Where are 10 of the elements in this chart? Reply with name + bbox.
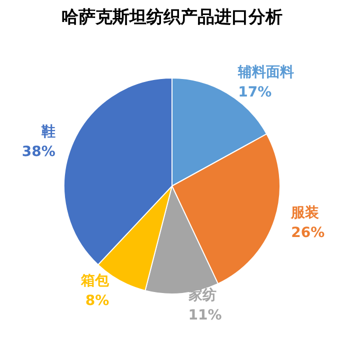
chart-title: 哈萨克斯坦纺织产品进口分析 — [62, 8, 282, 28]
data-label: 8% — [85, 293, 110, 310]
data-label: 17% — [238, 84, 272, 101]
slice-label: 辅料面料 — [237, 64, 294, 81]
slice-label: 服装 — [290, 205, 320, 222]
data-label: 26% — [291, 225, 325, 242]
slice-label: 箱包 — [80, 273, 110, 290]
slice-label: 鞋 — [40, 124, 56, 140]
data-label: 11% — [188, 307, 222, 324]
data-label: 38% — [22, 144, 56, 160]
